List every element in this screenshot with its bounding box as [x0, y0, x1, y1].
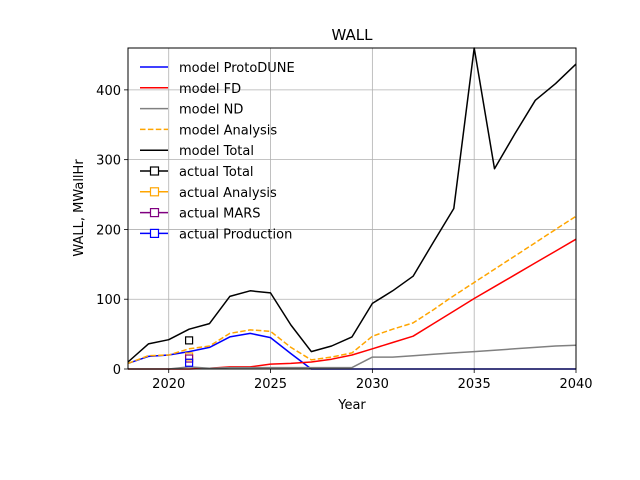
x-tick-label: 2040 [559, 377, 592, 392]
y-tick-label: 0 [113, 363, 121, 378]
axis-ticks: 2020 2025 2030 2035 2040 0 100 200 300 400 [96, 84, 592, 392]
legend: model ProtoDUNE model FD model ND model Ana… [140, 61, 295, 242]
actual-production-point [184, 358, 194, 367]
model-analysis-legend-label: model Analysis [179, 123, 277, 138]
actual-analysis-legend-marker [149, 187, 160, 197]
plot-frame [127, 47, 577, 370]
actual-mars-point [184, 354, 194, 363]
y-tick-label: 100 [96, 293, 121, 308]
model-protodune-legend-label: model ProtoDUNE [179, 61, 295, 76]
x-axis-label: Year [337, 398, 366, 413]
model-nd-legend-label: model ND [179, 103, 243, 118]
actual-total-legend-label: actual Total [179, 165, 254, 180]
model-protodune-line [127, 332, 576, 370]
model-fd-legend-label: model FD [179, 82, 241, 97]
y-tick-label: 200 [96, 223, 121, 238]
model-total-line [127, 47, 577, 363]
y-tick-label: 400 [96, 84, 121, 99]
y-axis-label: WALL, MWallHr [72, 159, 87, 257]
actual-production-legend-marker [149, 228, 160, 238]
actual-production-legend-label: actual Production [179, 227, 292, 242]
actual-total-legend-marker [149, 166, 160, 176]
model-analysis-line [127, 215, 577, 365]
actual-mars-legend-label: actual MARS [179, 207, 261, 222]
actual-total-point [184, 336, 194, 345]
y-tick-label: 300 [96, 154, 121, 169]
x-tick-label: 2020 [152, 377, 185, 392]
x-tick-label: 2035 [458, 377, 491, 392]
actual-mars-legend-marker [149, 208, 160, 218]
x-tick-label: 2030 [356, 377, 389, 392]
chart-title: WALL [332, 26, 374, 44]
actual-analysis-legend-label: actual Analysis [179, 186, 277, 201]
x-tick-label: 2025 [254, 377, 287, 392]
model-total-legend-label: model Total [179, 144, 254, 159]
model-nd-line [128, 344, 577, 370]
